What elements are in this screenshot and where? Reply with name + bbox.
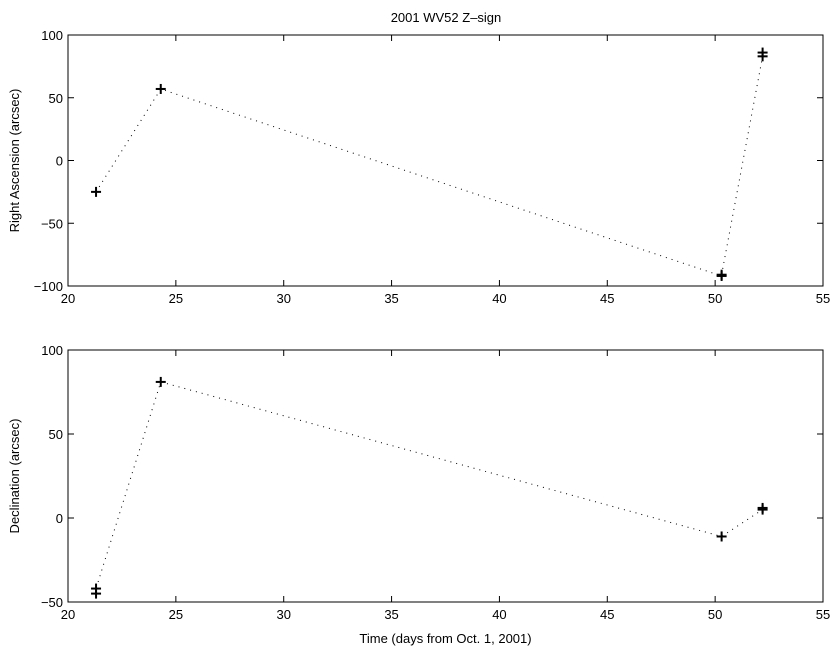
x-tick-label: 45 (600, 607, 614, 622)
x-axis-label: Time (days from Oct. 1, 2001) (359, 631, 531, 646)
plot-panel-2: 20 25 30 35 40 45 50 55 −50 0 50 100 Declination (ar… (7, 343, 830, 646)
y-tick-label: −50 (41, 216, 63, 231)
data-point (716, 269, 727, 280)
plot-panels: 20 25 30 35 40 45 50 55 −100 −50 0 50 100 Right Ascen… (7, 28, 830, 646)
x-tick-label: 45 (600, 291, 614, 306)
plot-area (67, 349, 824, 603)
y-tick-label: −50 (41, 595, 63, 610)
y-tick-label: 100 (41, 28, 63, 43)
chart-title: 2001 WV52 Z–sign (391, 10, 502, 25)
x-tick-label: 55 (816, 607, 830, 622)
x-tick-label: 20 (61, 607, 75, 622)
x-tick-label: 30 (276, 607, 290, 622)
data-point (757, 502, 768, 513)
y-tick-label: 50 (49, 91, 63, 106)
x-tick-label: 35 (384, 291, 398, 306)
x-tick-label: 40 (492, 607, 506, 622)
data-point (91, 186, 102, 197)
plot-area (67, 34, 824, 287)
y-tick-label: 100 (41, 343, 63, 358)
x-tick-label: 35 (384, 607, 398, 622)
y-tick-label: 0 (56, 511, 63, 526)
data-point (155, 376, 166, 387)
x-tick-label: 55 (816, 291, 830, 306)
data-point (716, 531, 727, 542)
y-tick-label: 0 (56, 154, 63, 169)
x-tick-label: 40 (492, 291, 506, 306)
y-axis-label: Declination (arcsec) (7, 419, 22, 534)
x-tick-label: 20 (61, 291, 75, 306)
x-tick-label: 30 (276, 291, 290, 306)
y-tick-label: 50 (49, 427, 63, 442)
x-tick-label: 50 (708, 607, 722, 622)
plot-panel-1: 20 25 30 35 40 45 50 55 −100 −50 0 50 100 Right Ascen… (7, 28, 830, 306)
y-axis-label: Right Ascension (arcsec) (7, 89, 22, 233)
x-tick-label: 25 (169, 291, 183, 306)
data-point (155, 83, 166, 94)
data-point (757, 47, 768, 58)
x-tick-label: 50 (708, 291, 722, 306)
data-point (91, 583, 102, 594)
x-tick-label: 25 (169, 607, 183, 622)
y-tick-label: −100 (34, 279, 63, 294)
